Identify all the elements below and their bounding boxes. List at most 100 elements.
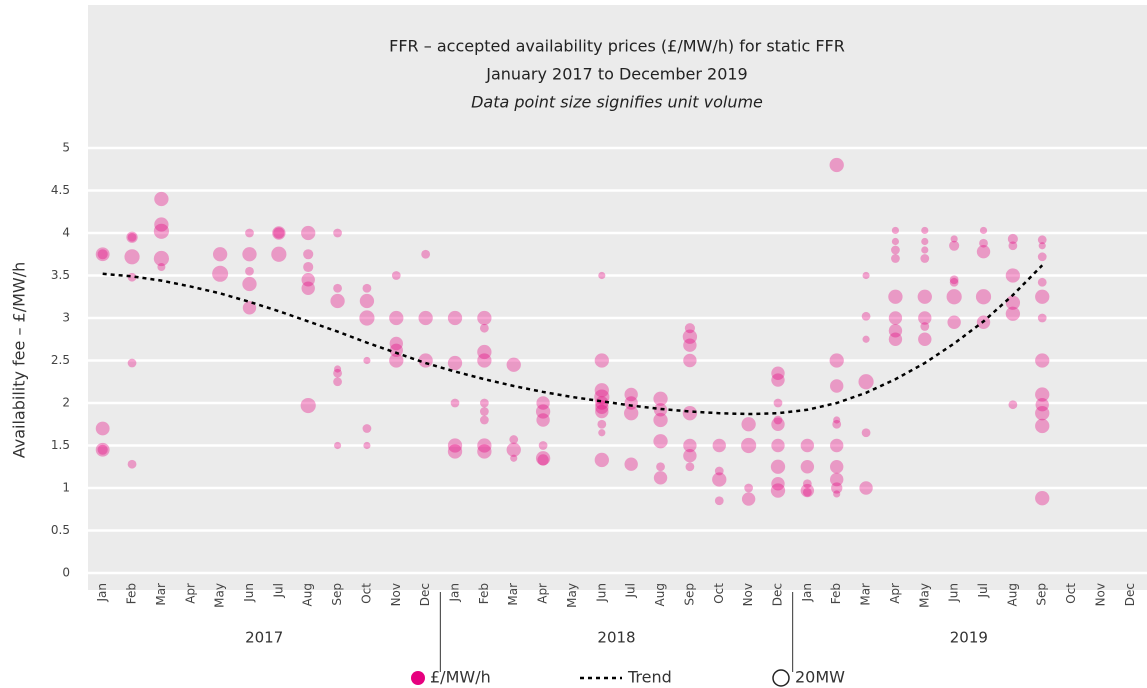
bubble <box>506 442 521 457</box>
bubble <box>479 415 489 425</box>
y-tick-label: 3.5 <box>51 268 70 282</box>
bubble <box>950 235 958 243</box>
x-tick-label: Oct <box>712 583 726 604</box>
bubble <box>359 310 375 326</box>
bubble <box>598 429 606 437</box>
bubble <box>538 441 548 450</box>
bubble <box>714 466 724 476</box>
bubble <box>154 217 169 232</box>
bubble <box>127 232 137 242</box>
bubble <box>333 441 342 450</box>
y-tick-label: 1.5 <box>51 438 70 452</box>
bubble <box>594 452 609 468</box>
bubble <box>245 228 254 238</box>
x-tick-label: Feb <box>829 583 843 604</box>
bubble <box>212 265 229 282</box>
x-tick-label: Jun <box>947 583 961 603</box>
bubble <box>1035 387 1050 402</box>
bubble <box>918 332 932 346</box>
x-tick-label: Apr <box>536 583 550 604</box>
bubble <box>802 487 812 497</box>
y-tick-label: 2.5 <box>51 353 70 367</box>
bubble <box>920 322 930 331</box>
bubble <box>535 404 551 419</box>
bubble <box>479 407 489 416</box>
bubble <box>771 438 785 453</box>
bubble <box>1005 306 1021 321</box>
bubble <box>362 283 372 293</box>
bubble <box>685 462 695 472</box>
bubble <box>598 271 606 280</box>
x-tick-label: Sep <box>1035 583 1049 606</box>
bubble <box>333 377 342 387</box>
bubble <box>1035 406 1050 421</box>
bubble <box>333 368 342 378</box>
bubble <box>830 379 844 393</box>
bubble <box>95 421 110 436</box>
bubble <box>830 460 844 474</box>
bubble <box>830 438 844 453</box>
bubble <box>594 383 609 398</box>
bubble <box>624 387 638 402</box>
bubble <box>917 289 932 304</box>
bubble <box>1005 268 1021 283</box>
bubble <box>770 459 786 474</box>
bubble <box>771 417 785 431</box>
bubble <box>242 301 257 315</box>
y-tick-label: 3 <box>62 311 70 325</box>
bubble <box>95 442 110 457</box>
bubble <box>594 353 609 368</box>
bubble <box>683 438 697 453</box>
bubble <box>597 419 607 429</box>
size-legend-label: 20MW <box>795 668 845 687</box>
bubble <box>595 404 609 419</box>
x-tick-label: Apr <box>183 583 197 604</box>
chart-title: FFR – accepted availability prices (£/MW… <box>389 37 845 56</box>
bubble <box>1037 313 1047 323</box>
bubble <box>624 406 639 421</box>
bubble <box>891 254 900 263</box>
bubble <box>303 261 314 273</box>
bubble <box>683 449 697 463</box>
bubble <box>153 250 169 267</box>
bubble <box>536 396 550 410</box>
x-tick-label: Feb <box>477 583 491 604</box>
y-axis-label: Availability fee – £/MW/h <box>10 262 29 459</box>
bubble <box>450 398 460 408</box>
bubble <box>891 245 900 255</box>
bubble <box>124 249 140 265</box>
bubble <box>949 275 959 285</box>
bubble <box>389 336 403 351</box>
x-tick-label: Feb <box>125 583 139 604</box>
bubble <box>271 246 287 262</box>
x-tick-label: Jul <box>271 583 285 598</box>
bubble <box>802 479 812 489</box>
bubble <box>714 496 724 506</box>
bubble <box>477 438 492 453</box>
bubble <box>421 249 431 259</box>
bubble <box>833 416 841 424</box>
bubble <box>861 428 871 438</box>
bubble <box>861 311 871 321</box>
bubble <box>833 490 841 498</box>
bubble <box>832 419 842 429</box>
bubble <box>918 311 932 325</box>
bubble <box>363 441 371 450</box>
bubble <box>447 444 463 459</box>
x-tick-label: Jan <box>95 583 109 603</box>
bubble <box>920 254 930 263</box>
bubble <box>891 226 900 235</box>
x-tick-label: Jul <box>976 583 990 598</box>
x-tick-label: Dec <box>418 583 432 606</box>
year-label: 2017 <box>245 629 283 647</box>
bubble <box>624 457 638 471</box>
bubble <box>242 247 257 262</box>
x-tick-label: Jan <box>448 583 462 603</box>
chart-note: Data point size signifies unit volume <box>471 93 763 112</box>
marks <box>95 157 1050 506</box>
x-tick-label: Mar <box>506 583 520 606</box>
bubble <box>891 237 900 246</box>
bubble <box>1008 400 1018 410</box>
bubble <box>301 281 315 295</box>
bubble <box>712 472 727 487</box>
